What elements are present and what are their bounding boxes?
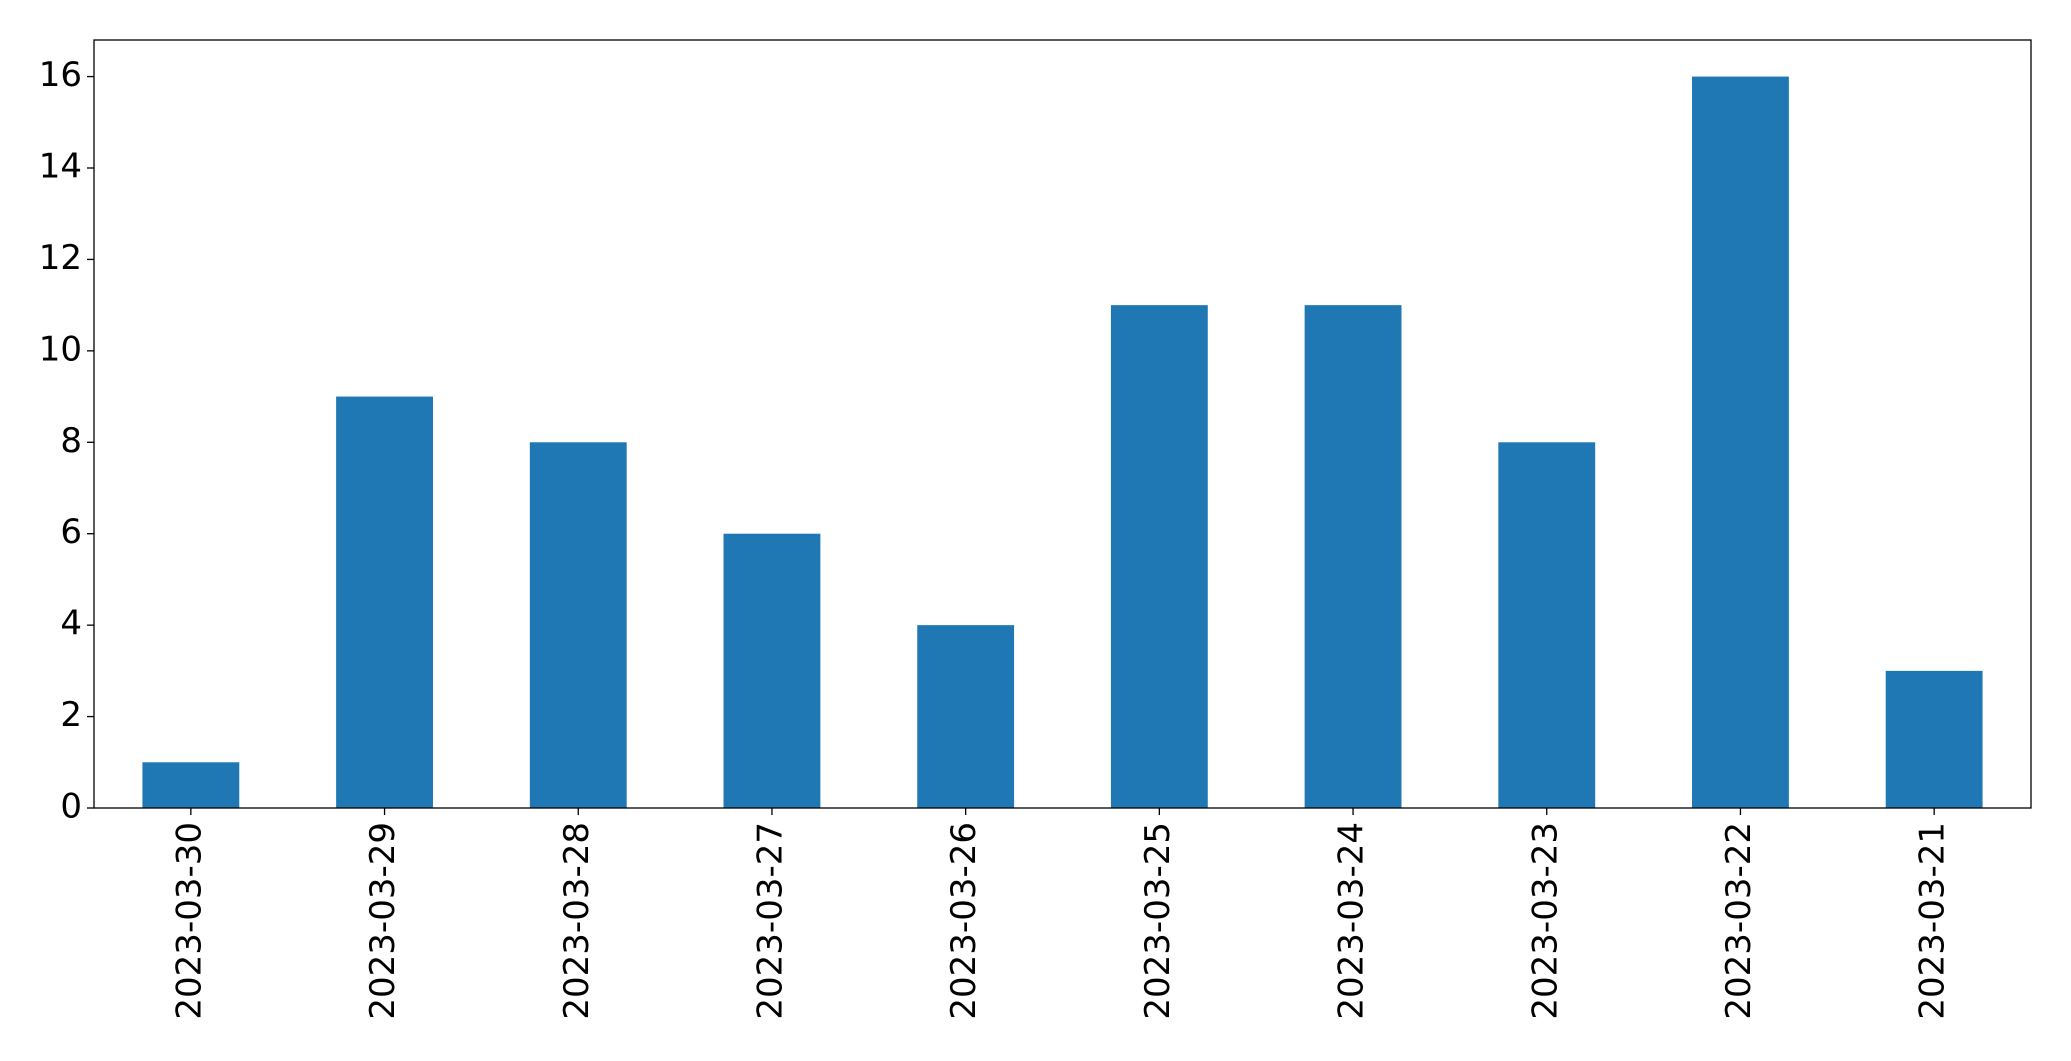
x-tick-label: 2023-03-26: [944, 822, 984, 1020]
y-tick-label: 6: [60, 512, 82, 552]
bar: [1304, 305, 1402, 808]
x-tick-label: 2023-03-22: [1719, 822, 1759, 1020]
bar: [1498, 442, 1596, 808]
y-tick-label: 10: [39, 329, 82, 369]
x-tick-label: 2023-03-24: [1332, 822, 1372, 1020]
plot-frame: [93, 39, 2032, 809]
x-tick-label: 2023-03-29: [363, 822, 403, 1020]
y-tick-label: 2: [60, 695, 82, 735]
x-tick-label: 2023-03-21: [1913, 822, 1953, 1020]
y-tick-label: 16: [39, 55, 82, 95]
x-tick-label: 2023-03-23: [1525, 822, 1565, 1020]
bar: [1692, 76, 1789, 809]
bar: [336, 396, 433, 808]
bar: [529, 442, 627, 808]
bar: [1885, 670, 1983, 808]
y-tick-label: 12: [39, 238, 82, 278]
bar: [1110, 305, 1208, 808]
bar: [723, 533, 821, 808]
x-tick-label: 2023-03-27: [750, 822, 790, 1020]
bar: [142, 762, 240, 808]
x-tick-label: 2023-03-25: [1138, 822, 1178, 1020]
x-tick-label: 2023-03-28: [557, 822, 597, 1020]
x-tick-label: 2023-03-30: [169, 822, 209, 1020]
y-tick-label: 14: [39, 147, 82, 187]
y-tick-label: 4: [60, 604, 82, 644]
y-tick-label: 8: [60, 421, 82, 461]
bar: [917, 625, 1015, 808]
y-tick-label: 0: [60, 787, 82, 827]
